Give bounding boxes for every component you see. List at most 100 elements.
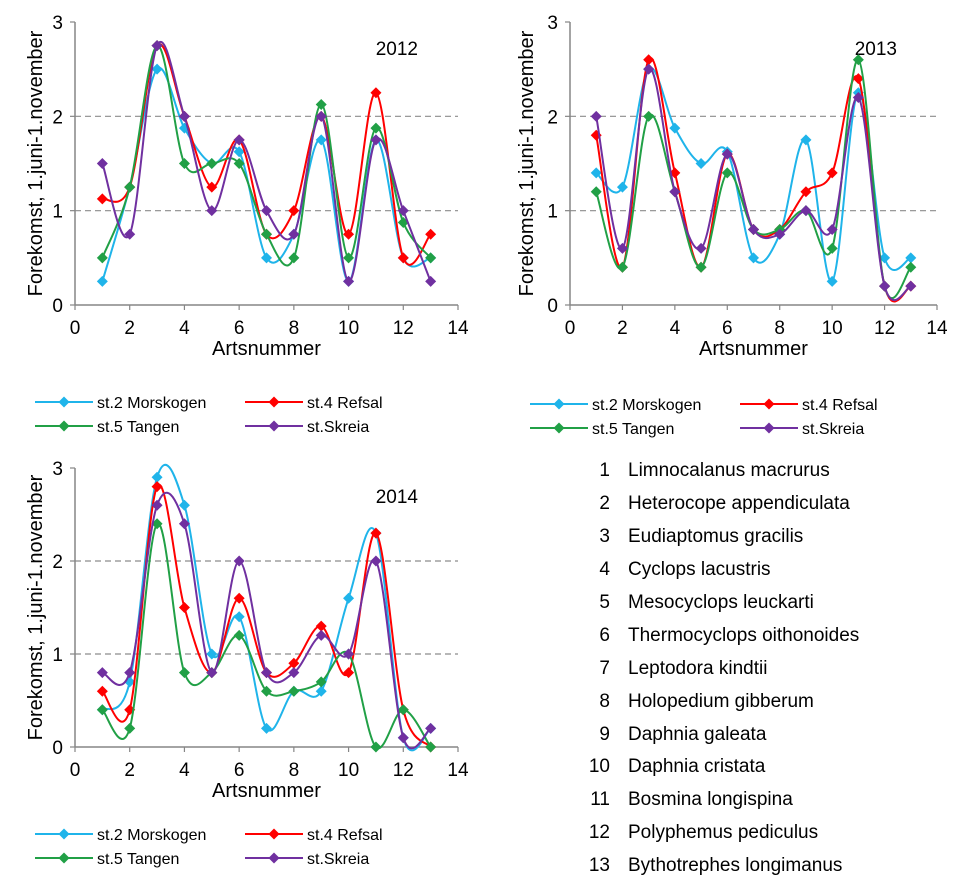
data-point <box>206 205 218 217</box>
series-line <box>101 41 432 283</box>
species-item: 7 Leptodora kindtii <box>575 652 955 685</box>
x-tick-label: 8 <box>289 760 300 781</box>
species-item: 10 Daphnia cristata <box>575 751 955 784</box>
data-point <box>852 73 864 85</box>
data-point <box>151 481 163 493</box>
x-tick-label: 4 <box>670 318 681 339</box>
data-point <box>425 252 437 264</box>
data-point <box>370 527 382 539</box>
legend-marker <box>58 420 70 432</box>
legend-entry: st.Skreia <box>245 851 369 868</box>
series-st.5 Tangen <box>96 40 437 267</box>
data-point <box>261 228 272 240</box>
species-name: Eudiaptomus gracilis <box>628 526 804 548</box>
data-point <box>151 499 163 511</box>
y-tick-label: 3 <box>52 13 63 34</box>
x-axis-title: Artsnummer <box>212 338 321 360</box>
species-number: 11 <box>590 789 610 811</box>
x-tick-label: 0 <box>565 318 576 339</box>
data-point <box>343 252 355 264</box>
chart-title: 2012 <box>376 39 418 60</box>
legend-entry: st.Skreia <box>740 421 864 438</box>
series-line <box>101 522 432 750</box>
data-point <box>370 555 382 567</box>
data-point <box>590 167 602 179</box>
species-item: 2 Heterocope appendiculata <box>575 488 955 521</box>
data-point <box>315 629 327 641</box>
species-item: 6 Thermocyclops oithonoides <box>575 619 955 652</box>
data-point <box>616 261 628 273</box>
data-point <box>178 602 190 613</box>
legend-marker <box>58 828 70 840</box>
data-point <box>425 722 437 734</box>
data-point <box>315 620 327 632</box>
data-point <box>643 54 655 66</box>
data-point <box>96 704 108 716</box>
series-st.Skreia <box>96 491 437 750</box>
x-tick-label: 14 <box>926 318 948 339</box>
data-point <box>826 167 838 179</box>
data-point <box>233 158 245 169</box>
data-point <box>370 134 382 146</box>
y-tick-label: 0 <box>52 296 63 317</box>
legend-label: st.4 Refsal <box>307 395 383 412</box>
legend-marker <box>268 396 280 408</box>
data-point <box>425 275 437 287</box>
species-number: 13 <box>588 855 610 877</box>
data-point <box>206 158 218 169</box>
species-number: 12 <box>588 822 610 844</box>
y-tick-label: 2 <box>52 552 63 573</box>
data-point <box>748 252 759 264</box>
data-point <box>695 158 707 169</box>
data-point <box>315 134 327 146</box>
data-point <box>343 648 355 660</box>
data-point <box>178 518 190 530</box>
y-tick-label: 2 <box>547 107 558 128</box>
x-tick-label: 10 <box>822 318 843 339</box>
data-point <box>879 280 891 292</box>
x-tick-label: 4 <box>179 760 190 781</box>
legend-label: st.5 Tangen <box>592 421 674 438</box>
x-axis-title: Artsnummer <box>212 780 321 802</box>
x-tick-label: 10 <box>338 318 359 339</box>
x-tick-label: 2 <box>124 760 135 781</box>
species-item: 13 Bythotrephes longimanus <box>575 850 955 883</box>
species-number: 1 <box>599 460 610 482</box>
data-point <box>288 667 300 679</box>
legend-marker <box>553 398 565 410</box>
legend-label: st.2 Morskogen <box>592 397 701 414</box>
legend-label: st.2 Morskogen <box>97 827 206 844</box>
data-point <box>616 181 628 193</box>
data-point <box>343 275 355 287</box>
data-point <box>261 667 272 679</box>
legend-label: st.2 Morskogen <box>97 395 206 412</box>
legend-entry: st.5 Tangen <box>35 419 179 436</box>
chart-title: 2013 <box>855 39 897 60</box>
x-tick-label: 6 <box>234 318 245 339</box>
data-point <box>397 252 409 264</box>
data-point <box>151 63 163 75</box>
species-name: Polyphemus pediculus <box>628 822 819 844</box>
species-name: Mesocyclops leuckarti <box>628 592 814 613</box>
legend-entry: st.4 Refsal <box>245 395 383 412</box>
data-point <box>905 280 917 292</box>
data-point <box>288 205 300 217</box>
data-point <box>178 158 190 169</box>
species-name: Limnocalanus macrurus <box>628 460 830 482</box>
data-point <box>178 110 190 122</box>
data-point <box>852 54 864 66</box>
data-point <box>800 186 812 198</box>
data-point <box>124 228 136 240</box>
data-point <box>261 685 272 697</box>
species-name: Cyclops lacustris <box>628 559 771 581</box>
legend-marker <box>763 398 775 410</box>
species-name: Heterocope appendiculata <box>628 493 850 515</box>
data-point <box>96 193 108 205</box>
data-point <box>124 667 136 679</box>
species-item: 8 Holopedium gibberum <box>575 685 955 718</box>
data-point <box>826 224 838 236</box>
data-point <box>206 667 218 679</box>
series-st.4 Refsal <box>590 54 917 303</box>
